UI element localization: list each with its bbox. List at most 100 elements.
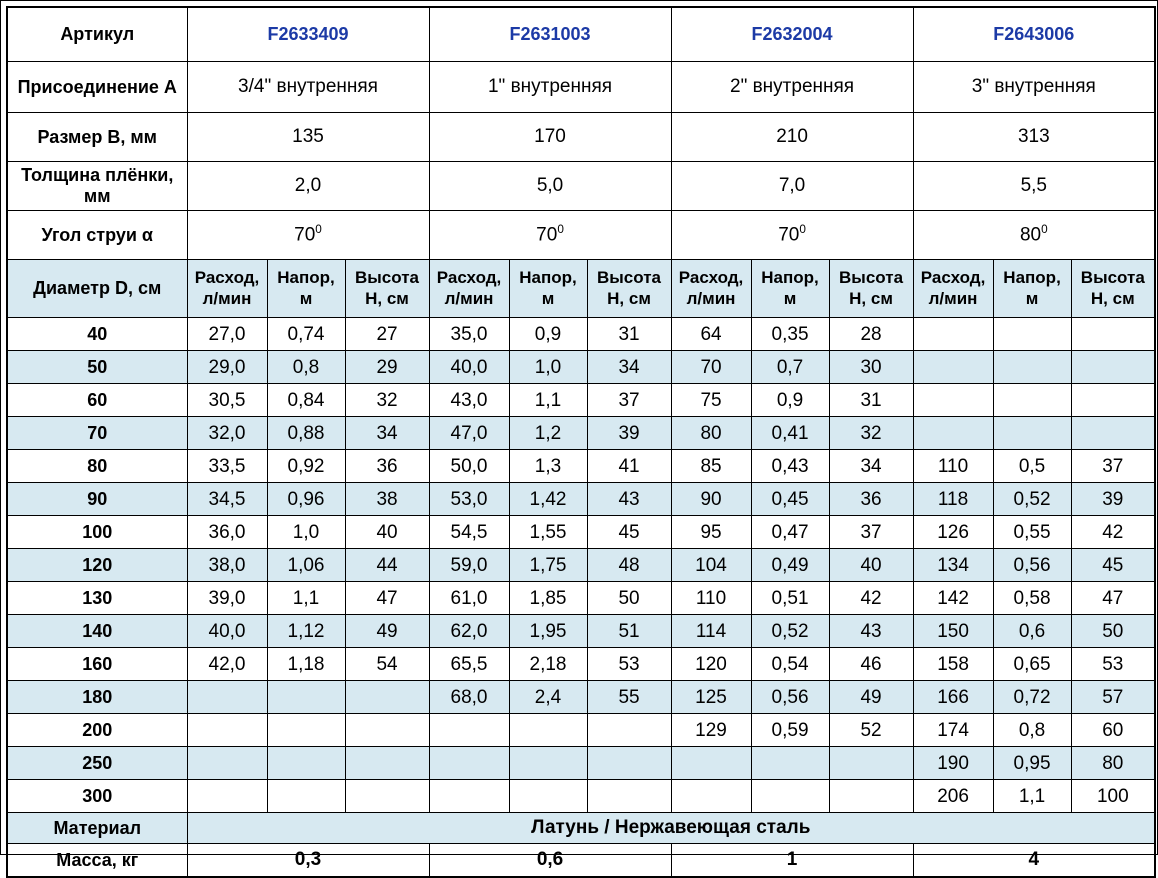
measure-header-row: Диаметр D, см Расход, л/мин Напор, м Выс… bbox=[6, 259, 1156, 318]
flow-header: Расход, л/мин bbox=[186, 259, 268, 318]
data-cell bbox=[344, 746, 430, 780]
data-cell: 40,0 bbox=[186, 614, 268, 648]
data-cell: 1,06 bbox=[266, 548, 346, 582]
data-cell: 45 bbox=[1070, 548, 1156, 582]
data-cell: 95 bbox=[670, 515, 752, 549]
data-cell: 42 bbox=[1070, 515, 1156, 549]
data-cell bbox=[344, 779, 430, 813]
data-cell: 110 bbox=[670, 581, 752, 615]
diameter-cell: 140 bbox=[6, 614, 188, 648]
data-cell: 53,0 bbox=[428, 482, 510, 516]
data-cell: 104 bbox=[670, 548, 752, 582]
data-cell: 0,56 bbox=[992, 548, 1072, 582]
data-cell: 43 bbox=[828, 614, 914, 648]
data-cell: 100 bbox=[1070, 779, 1156, 813]
data-cell: 31 bbox=[828, 383, 914, 417]
data-cell: 0,54 bbox=[750, 647, 830, 681]
data-cell: 129 bbox=[670, 713, 752, 747]
data-cell bbox=[508, 779, 588, 813]
data-cell: 31 bbox=[586, 317, 672, 351]
flow-data-row: 100 36,0 1,0 40 54,5 1,55 45 95 0,47 37 … bbox=[6, 515, 1156, 549]
parameter-rows: Артикул F2633409 F2631003 F2632004 F2643… bbox=[6, 6, 1156, 260]
footer-rows: Материал Латунь / Нержавеющая сталь Масс… bbox=[6, 812, 1156, 878]
data-cell bbox=[1070, 317, 1156, 351]
data-cell: 0,92 bbox=[266, 449, 346, 483]
data-cell: 1,1 bbox=[266, 581, 346, 615]
data-cell: 50 bbox=[1070, 614, 1156, 648]
head-header: Напор, м bbox=[266, 259, 346, 318]
data-cell: 1,3 bbox=[508, 449, 588, 483]
data-cell: 1,12 bbox=[266, 614, 346, 648]
data-cell: 114 bbox=[670, 614, 752, 648]
flow-header: Расход, л/мин bbox=[912, 259, 994, 318]
flow-data-row: 60 30,5 0,84 32 43,0 1,1 37 75 0,9 31 bbox=[6, 383, 1156, 417]
data-cell: 54 bbox=[344, 647, 430, 681]
data-cell: 36,0 bbox=[186, 515, 268, 549]
height-header: Высота Н, см bbox=[344, 259, 430, 318]
film-thickness-row: Толщина плёнки, мм 2,0 5,0 7,0 5,5 bbox=[6, 161, 1156, 211]
size-b-value: 210 bbox=[670, 112, 914, 162]
data-cell: 60 bbox=[1070, 713, 1156, 747]
data-cell bbox=[912, 416, 994, 450]
data-cell: 0,8 bbox=[266, 350, 346, 384]
data-cell: 52 bbox=[828, 713, 914, 747]
data-cell: 36 bbox=[344, 449, 430, 483]
flow-data-row: 250 190 0,95 80 bbox=[6, 746, 1156, 780]
data-cell bbox=[670, 746, 752, 780]
jet-angle-value: 700 bbox=[186, 210, 430, 260]
data-cell bbox=[344, 713, 430, 747]
jet-angle-value: 800 bbox=[912, 210, 1156, 260]
mass-value: 0,6 bbox=[428, 843, 672, 878]
data-cell: 1,0 bbox=[508, 350, 588, 384]
data-cell: 0,52 bbox=[750, 614, 830, 648]
article-number: F2643006 bbox=[912, 6, 1156, 62]
data-cell: 27 bbox=[344, 317, 430, 351]
data-cell: 38,0 bbox=[186, 548, 268, 582]
data-cell: 68,0 bbox=[428, 680, 510, 714]
data-cell: 0,95 bbox=[992, 746, 1072, 780]
data-cell: 34 bbox=[344, 416, 430, 450]
diameter-cell: 80 bbox=[6, 449, 188, 483]
flow-data-row: 200 129 0,59 52 174 0,8 60 bbox=[6, 713, 1156, 747]
data-cell: 0,84 bbox=[266, 383, 346, 417]
data-cell: 61,0 bbox=[428, 581, 510, 615]
diameter-cell: 100 bbox=[6, 515, 188, 549]
nozzle-spec-table: Артикул F2633409 F2631003 F2632004 F2643… bbox=[6, 6, 1157, 878]
flow-header: Расход, л/мин bbox=[670, 259, 752, 318]
head-header: Напор, м bbox=[508, 259, 588, 318]
data-cell bbox=[828, 779, 914, 813]
data-cell: 0,88 bbox=[266, 416, 346, 450]
article-number: F2633409 bbox=[186, 6, 430, 62]
data-cell bbox=[508, 746, 588, 780]
diameter-cell: 70 bbox=[6, 416, 188, 450]
data-cell: 33,5 bbox=[186, 449, 268, 483]
data-cell: 0,49 bbox=[750, 548, 830, 582]
data-cell: 38 bbox=[344, 482, 430, 516]
data-cell: 40 bbox=[828, 548, 914, 582]
data-cell: 36 bbox=[828, 482, 914, 516]
row-label-material: Материал bbox=[6, 812, 188, 844]
row-label-mass: Масса, кг bbox=[6, 843, 188, 878]
data-cell: 53 bbox=[1070, 647, 1156, 681]
data-cell: 29,0 bbox=[186, 350, 268, 384]
height-header: Высота Н, см bbox=[828, 259, 914, 318]
data-cell: 0,35 bbox=[750, 317, 830, 351]
height-header: Высота Н, см bbox=[1070, 259, 1156, 318]
data-cell: 0,55 bbox=[992, 515, 1072, 549]
data-cell bbox=[750, 746, 830, 780]
flow-data-row: 50 29,0 0,8 29 40,0 1,0 34 70 0,7 30 bbox=[6, 350, 1156, 384]
degree-superscript: 0 bbox=[315, 223, 322, 237]
data-cell: 51 bbox=[586, 614, 672, 648]
flow-data-row: 40 27,0 0,74 27 35,0 0,9 31 64 0,35 28 bbox=[6, 317, 1156, 351]
data-cell: 37 bbox=[828, 515, 914, 549]
data-cell: 45 bbox=[586, 515, 672, 549]
data-cell: 174 bbox=[912, 713, 994, 747]
mass-value: 1 bbox=[670, 843, 914, 878]
data-cell bbox=[1070, 416, 1156, 450]
data-cell: 30 bbox=[828, 350, 914, 384]
data-cell: 0,43 bbox=[750, 449, 830, 483]
data-cell: 37 bbox=[1070, 449, 1156, 483]
jet-angle-value: 700 bbox=[428, 210, 672, 260]
data-cell bbox=[186, 779, 268, 813]
data-cell: 54,5 bbox=[428, 515, 510, 549]
